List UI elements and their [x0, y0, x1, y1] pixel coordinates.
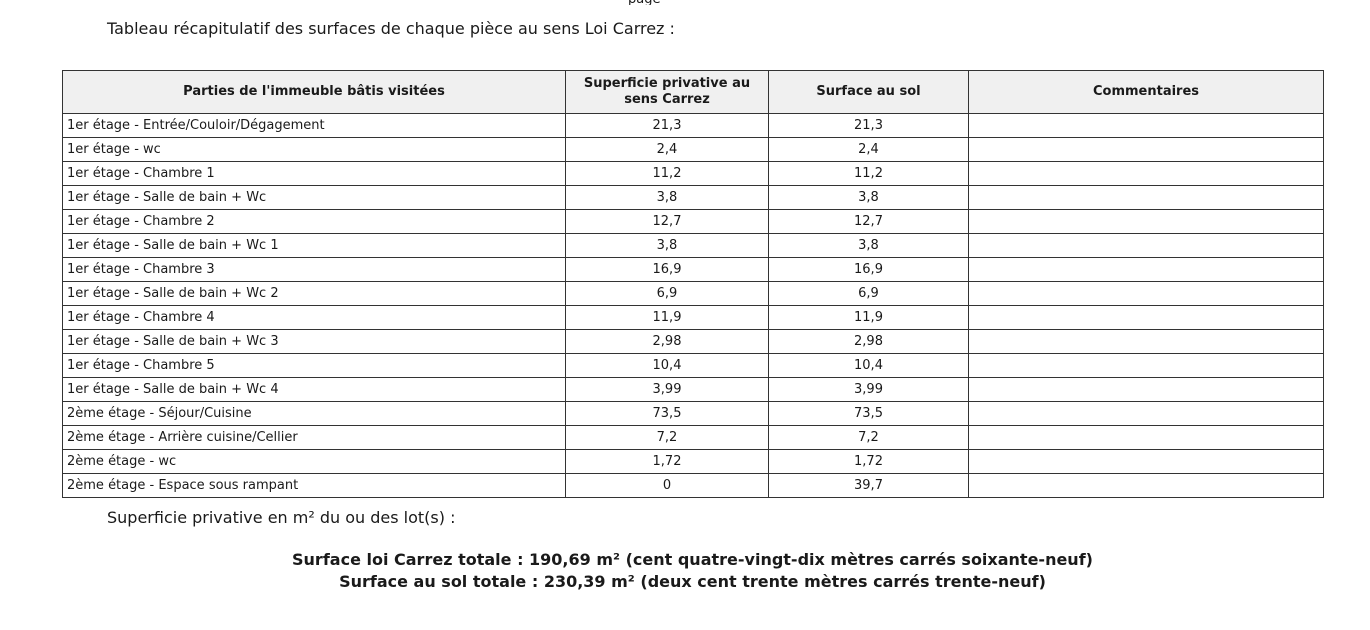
cell-commentaire: [968, 473, 1324, 498]
cell-surface-sol: 10,4: [768, 353, 969, 378]
table-row: 1er étage - Salle de bain + Wc 3 2,98 2,98: [62, 329, 1324, 354]
cell-commentaire: [968, 185, 1324, 210]
cell-partie: 1er étage - Chambre 5: [62, 353, 566, 378]
table-row: 2ème étage - wc 1,72 1,72: [62, 449, 1324, 474]
header-superficie-carrez: Superficie privative au sens Carrez: [565, 70, 769, 114]
cell-superficie-carrez: 73,5: [565, 401, 769, 426]
totals-block: Surface loi Carrez totale : 190,69 m² (c…: [62, 549, 1323, 593]
cell-partie: 2ème étage - Séjour/Cuisine: [62, 401, 566, 426]
cell-partie: 2ème étage - wc: [62, 449, 566, 474]
header-parties-immeuble: Parties de l'immeuble bâtis visitées: [62, 70, 566, 114]
cell-surface-sol: 2,4: [768, 137, 969, 162]
cell-surface-sol: 11,9: [768, 305, 969, 330]
cell-superficie-carrez: 12,7: [565, 209, 769, 234]
cell-superficie-carrez: 11,2: [565, 161, 769, 186]
table-header-row: Parties de l'immeuble bâtis visitées Sup…: [62, 70, 1324, 114]
cell-partie: 1er étage - Salle de bain + Wc 2: [62, 281, 566, 306]
cell-partie: 1er étage - wc: [62, 137, 566, 162]
table-row: 1er étage - wc 2,4 2,4: [62, 137, 1324, 162]
cell-commentaire: [968, 161, 1324, 186]
cell-surface-sol: 3,99: [768, 377, 969, 402]
cell-surface-sol: 12,7: [768, 209, 969, 234]
cell-partie: 1er étage - Chambre 1: [62, 161, 566, 186]
cell-superficie-carrez: 0: [565, 473, 769, 498]
cell-commentaire: [968, 329, 1324, 354]
header-commentaires: Commentaires: [968, 70, 1324, 114]
table-row: 1er étage - Salle de bain + Wc 4 3,99 3,99: [62, 377, 1324, 402]
cell-partie: 1er étage - Salle de bain + Wc 3: [62, 329, 566, 354]
cell-superficie-carrez: 3,99: [565, 377, 769, 402]
cell-surface-sol: 16,9: [768, 257, 969, 282]
cell-partie: 1er étage - Salle de bain + Wc: [62, 185, 566, 210]
cell-surface-sol: 2,98: [768, 329, 969, 354]
cell-superficie-carrez: 3,8: [565, 233, 769, 258]
cell-surface-sol: 21,3: [768, 113, 969, 138]
table-row: 1er étage - Chambre 4 11,9 11,9: [62, 305, 1324, 330]
cell-partie: 1er étage - Salle de bain + Wc 1: [62, 233, 566, 258]
table-row: 2ème étage - Arrière cuisine/Cellier 7,2 7…: [62, 425, 1324, 450]
cell-commentaire: [968, 353, 1324, 378]
cell-partie: 2ème étage - Espace sous rampant: [62, 473, 566, 498]
cell-superficie-carrez: 6,9: [565, 281, 769, 306]
cell-commentaire: [968, 305, 1324, 330]
surfaces-table: Parties de l'immeuble bâtis visitées Sup…: [62, 70, 1324, 498]
cell-surface-sol: 39,7: [768, 473, 969, 498]
cell-superficie-carrez: 2,98: [565, 329, 769, 354]
cell-partie: 1er étage - Salle de bain + Wc 4: [62, 377, 566, 402]
cell-surface-sol: 3,8: [768, 233, 969, 258]
cell-partie: 1er étage - Chambre 3: [62, 257, 566, 282]
cell-partie: 1er étage - Chambre 4: [62, 305, 566, 330]
cell-commentaire: [968, 209, 1324, 234]
cell-surface-sol: 1,72: [768, 449, 969, 474]
table-row: 1er étage - Chambre 1 11,2 11,2: [62, 161, 1324, 186]
cell-commentaire: [968, 377, 1324, 402]
table-row: 2ème étage - Espace sous rampant 0 39,7: [62, 473, 1324, 498]
cell-commentaire: [968, 449, 1324, 474]
cell-superficie-carrez: 2,4: [565, 137, 769, 162]
cell-surface-sol: 73,5: [768, 401, 969, 426]
cell-commentaire: [968, 401, 1324, 426]
table-row: 2ème étage - Séjour/Cuisine 73,5 73,5: [62, 401, 1324, 426]
cell-partie: 1er étage - Chambre 2: [62, 209, 566, 234]
cell-surface-sol: 6,9: [768, 281, 969, 306]
cell-commentaire: [968, 281, 1324, 306]
cell-surface-sol: 7,2: [768, 425, 969, 450]
clipped-text-fragment: page: [628, 0, 723, 5]
cell-surface-sol: 11,2: [768, 161, 969, 186]
cell-partie: 1er étage - Entrée/Couloir/Dégagement: [62, 113, 566, 138]
page-title: Tableau récapitulatif des surfaces de ch…: [107, 19, 675, 38]
total-surface-sol: Surface au sol totale : 230,39 m² (deux …: [339, 572, 1046, 591]
table-row: 1er étage - Chambre 2 12,7 12,7: [62, 209, 1324, 234]
cell-superficie-carrez: 16,9: [565, 257, 769, 282]
cell-commentaire: [968, 257, 1324, 282]
table-row: 1er étage - Salle de bain + Wc 1 3,8 3,8: [62, 233, 1324, 258]
cell-commentaire: [968, 137, 1324, 162]
subtitle-superficie-privative: Superficie privative en m² du ou des lot…: [107, 508, 456, 527]
header-surface-au-sol: Surface au sol: [768, 70, 969, 114]
cell-commentaire: [968, 113, 1324, 138]
table-row: 1er étage - Salle de bain + Wc 2 6,9 6,9: [62, 281, 1324, 306]
cell-surface-sol: 3,8: [768, 185, 969, 210]
table-row: 1er étage - Entrée/Couloir/Dégagement 21,…: [62, 113, 1324, 138]
cell-superficie-carrez: 1,72: [565, 449, 769, 474]
table-row: 1er étage - Chambre 3 16,9 16,9: [62, 257, 1324, 282]
cell-superficie-carrez: 21,3: [565, 113, 769, 138]
table-row: 1er étage - Salle de bain + Wc 3,8 3,8: [62, 185, 1324, 210]
table-row: 1er étage - Chambre 5 10,4 10,4: [62, 353, 1324, 378]
cell-superficie-carrez: 11,9: [565, 305, 769, 330]
clipped-text: page: [628, 0, 660, 5]
total-surface-carrez: Surface loi Carrez totale : 190,69 m² (c…: [292, 550, 1093, 569]
cell-superficie-carrez: 10,4: [565, 353, 769, 378]
cell-commentaire: [968, 425, 1324, 450]
cell-commentaire: [968, 233, 1324, 258]
cell-superficie-carrez: 7,2: [565, 425, 769, 450]
cell-superficie-carrez: 3,8: [565, 185, 769, 210]
cell-partie: 2ème étage - Arrière cuisine/Cellier: [62, 425, 566, 450]
